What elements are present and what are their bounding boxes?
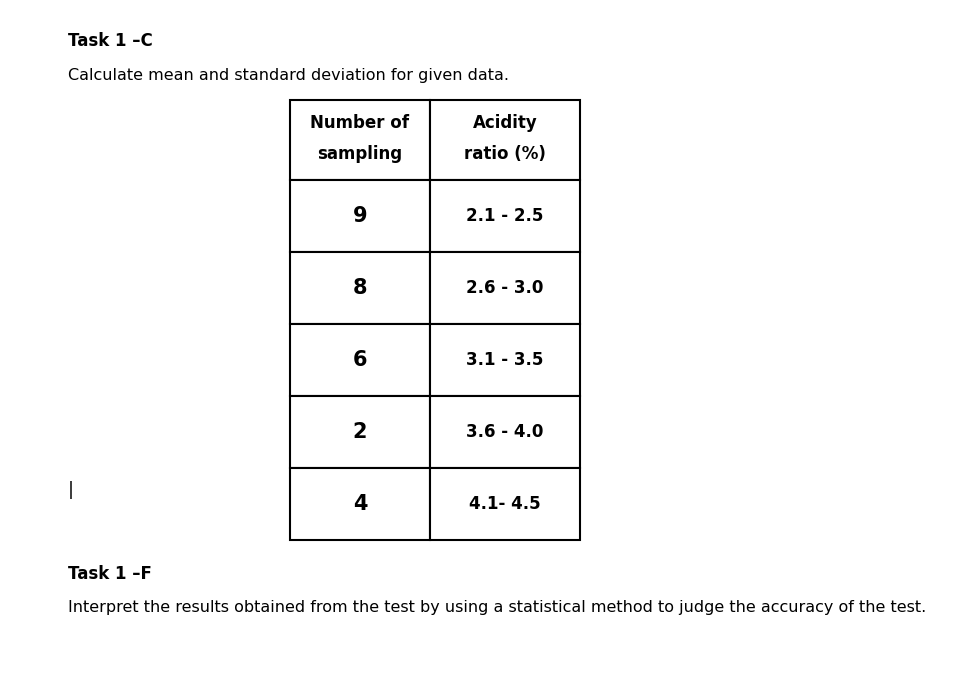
Text: 4: 4 xyxy=(353,494,367,514)
Bar xyxy=(430,324,580,396)
Text: 2.6 - 3.0: 2.6 - 3.0 xyxy=(466,279,543,297)
Bar xyxy=(430,100,580,180)
Text: ratio (%): ratio (%) xyxy=(464,145,546,163)
Bar xyxy=(430,180,580,252)
Text: Task 1 –C: Task 1 –C xyxy=(68,32,152,50)
Bar xyxy=(290,324,430,396)
Text: |: | xyxy=(68,481,74,499)
Bar xyxy=(430,396,580,468)
Bar xyxy=(290,252,430,324)
Text: Number of: Number of xyxy=(311,114,409,132)
Text: 2.1 - 2.5: 2.1 - 2.5 xyxy=(466,207,543,225)
Text: Interpret the results obtained from the test by using a statistical method to ju: Interpret the results obtained from the … xyxy=(68,600,926,615)
Bar xyxy=(290,396,430,468)
Text: sampling: sampling xyxy=(318,145,403,163)
Bar xyxy=(290,100,430,180)
Bar xyxy=(430,252,580,324)
Text: Task 1 –F: Task 1 –F xyxy=(68,565,151,583)
Bar xyxy=(430,468,580,540)
Text: Acidity: Acidity xyxy=(473,114,537,132)
Bar xyxy=(290,468,430,540)
Text: 2: 2 xyxy=(353,422,367,442)
Text: 4.1- 4.5: 4.1- 4.5 xyxy=(469,495,541,513)
Text: 9: 9 xyxy=(353,206,367,226)
Text: 3.1 - 3.5: 3.1 - 3.5 xyxy=(466,351,543,369)
Text: 8: 8 xyxy=(353,278,367,298)
Text: Calculate mean and standard deviation for given data.: Calculate mean and standard deviation fo… xyxy=(68,68,509,83)
Bar xyxy=(290,180,430,252)
Text: 6: 6 xyxy=(353,350,367,370)
Text: 3.6 - 4.0: 3.6 - 4.0 xyxy=(466,423,543,441)
